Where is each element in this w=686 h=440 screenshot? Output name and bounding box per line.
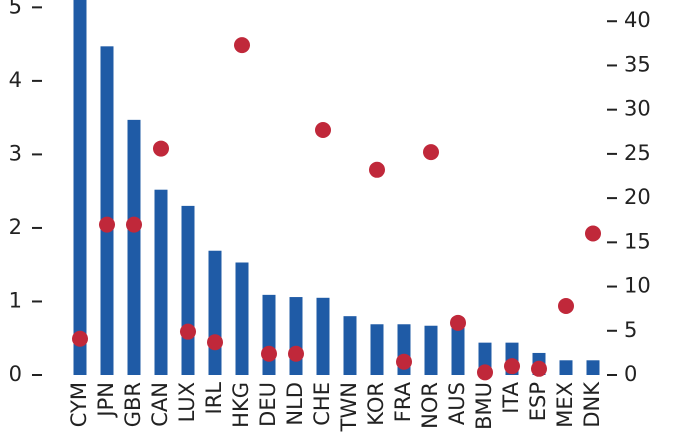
dot (234, 37, 250, 54)
y2-tick-label: 35 (624, 52, 651, 76)
x-tick-label: CHE (310, 382, 334, 426)
x-tick-label: DNK (580, 381, 604, 428)
y-tick-label: 1 (9, 288, 22, 312)
y-tick-label: 5 (9, 0, 22, 18)
x-tick-label: LUX (175, 382, 199, 422)
dot (99, 216, 115, 233)
dot (126, 216, 142, 233)
bar (181, 205, 195, 375)
x-tick-label: HKG (229, 382, 253, 428)
x-tick-label: KOR (364, 382, 388, 426)
y2-tick-label: 25 (624, 141, 651, 165)
bar (316, 297, 330, 375)
x-tick-label: NOR (418, 382, 442, 429)
x-tick-label: GBR (121, 382, 145, 427)
bar (343, 316, 357, 375)
x-tick-label: DEU (256, 382, 280, 427)
x-tick-label: MEX (553, 382, 577, 428)
bar (586, 360, 600, 375)
dot (396, 353, 412, 370)
dot (423, 144, 439, 161)
y2-tick-label: 40 (624, 8, 651, 32)
bar (289, 297, 303, 375)
dot (72, 330, 88, 347)
dot (504, 358, 520, 375)
dot (531, 360, 547, 377)
y-tick-label: 4 (9, 68, 22, 92)
x-tick-label: ITA (499, 381, 523, 413)
dot (558, 298, 574, 315)
x-tick-label: CYM (67, 382, 91, 427)
dot (207, 334, 223, 351)
x-tick-label: ESP (526, 382, 550, 421)
x-tick-label: CAN (148, 382, 172, 427)
y2-tick-label: 20 (624, 185, 651, 209)
x-tick-label: IRL (202, 382, 226, 415)
y2-tick-label: 5 (624, 318, 637, 342)
bar (100, 46, 114, 376)
dot (369, 161, 385, 178)
y-tick-label: 2 (9, 215, 22, 239)
y2-tick-label: 15 (624, 229, 651, 253)
dot (585, 225, 601, 242)
x-tick-label: NLD (283, 382, 307, 426)
dot (261, 345, 277, 362)
bar (262, 294, 276, 375)
y2-tick-label: 10 (624, 274, 651, 298)
dot (288, 345, 304, 362)
x-tick-label: AUS (445, 382, 469, 425)
bar (154, 189, 168, 375)
y2-tick-label: 0 (624, 362, 637, 386)
x-tick-label: TWN (337, 382, 361, 432)
dot (315, 122, 331, 139)
bar (370, 324, 384, 375)
bar (235, 262, 249, 375)
y-tick-label: 3 (9, 141, 22, 165)
dot (477, 364, 493, 381)
dot (180, 323, 196, 340)
x-tick-label: FRA (391, 381, 415, 422)
bar (127, 119, 141, 376)
x-tick-label: BMU (472, 382, 496, 430)
y2-tick-label: 30 (624, 97, 651, 121)
x-tick-label: JPN (94, 382, 118, 419)
dot (450, 314, 466, 331)
y-tick-label: 0 (9, 362, 22, 386)
dot (153, 140, 169, 157)
bar (559, 360, 573, 375)
bar (424, 325, 438, 375)
bar (73, 0, 87, 375)
bar (451, 327, 465, 375)
bar (208, 250, 222, 375)
